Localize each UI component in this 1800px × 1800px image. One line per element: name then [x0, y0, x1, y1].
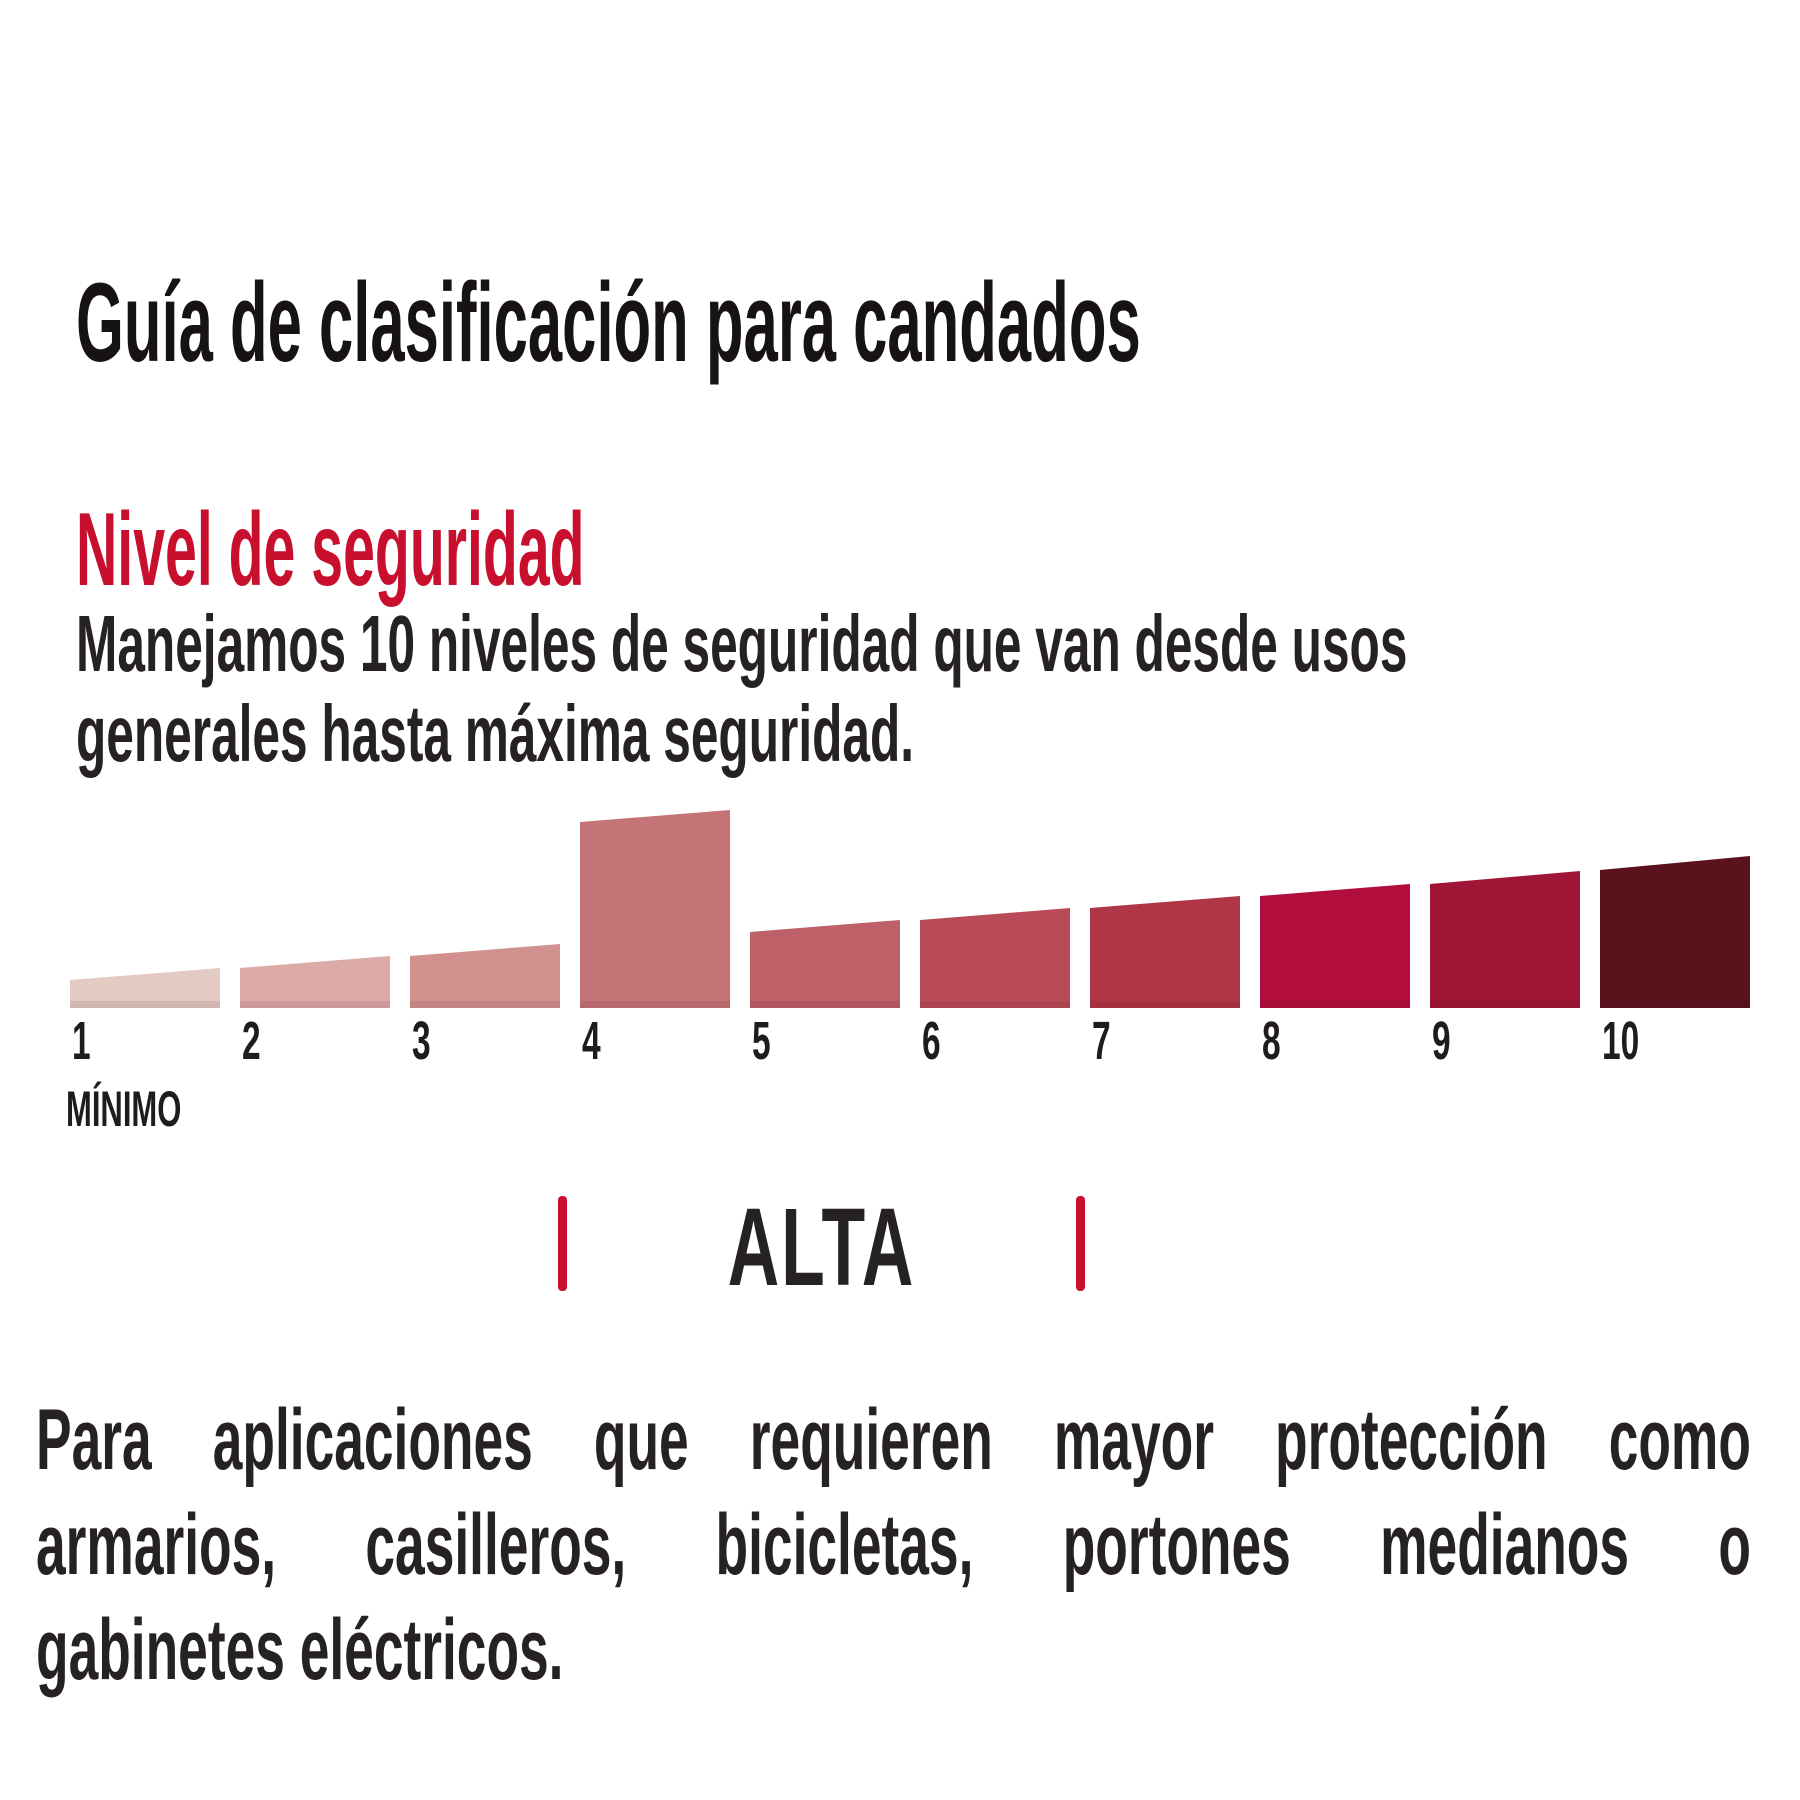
level-tick-label-6: 6: [922, 1011, 941, 1071]
level-tick-label-2: 2: [242, 1011, 261, 1071]
range-tick-left-icon: [558, 1196, 567, 1291]
range-tick-right-icon: [1076, 1196, 1085, 1291]
minimum-label: MÍNIMO: [66, 1081, 182, 1137]
range-label-alta: ALTA: [727, 1186, 916, 1309]
level-tick-label-8: 8: [1262, 1011, 1281, 1071]
bar-level-9: [1430, 871, 1580, 1008]
security-level-heading: Nivel de seguridad: [76, 492, 585, 609]
bar-level-6: [920, 908, 1070, 1008]
intro-line-2: generales hasta máxima seguridad.: [76, 689, 915, 778]
level-tick-label-10: 10: [1602, 1011, 1640, 1071]
footer-line-2: armarios, casilleros, bicicletas, porton…: [36, 1497, 1751, 1593]
level-tick-label-4: 4: [582, 1011, 601, 1071]
bar-level-3: [410, 944, 560, 1008]
bar-level-4: [580, 810, 730, 1008]
bar-level-5: [750, 920, 900, 1008]
page-title: Guía de clasificación para candados: [76, 260, 1141, 386]
level-tick-label-9: 9: [1432, 1011, 1451, 1071]
level-tick-label-3: 3: [412, 1011, 431, 1071]
bar-level-7: [1090, 896, 1240, 1008]
level-tick-label-1: 1: [72, 1011, 91, 1071]
range-label-wrap: ALTA: [563, 1193, 1080, 1303]
bar-level-10: [1600, 856, 1750, 1008]
footer-line-3: gabinetes eléctricos.: [36, 1602, 564, 1698]
bar-level-8: [1260, 884, 1410, 1008]
footer-line-1: Para aplicaciones que requieren mayor pr…: [36, 1392, 1751, 1488]
level-tick-label-7: 7: [1092, 1011, 1111, 1071]
bar-level-2: [240, 956, 390, 1008]
level-tick-label-5: 5: [752, 1011, 771, 1071]
intro-line-1: Manejamos 10 niveles de seguridad que va…: [76, 599, 1408, 688]
bar-level-1: [70, 968, 220, 1008]
